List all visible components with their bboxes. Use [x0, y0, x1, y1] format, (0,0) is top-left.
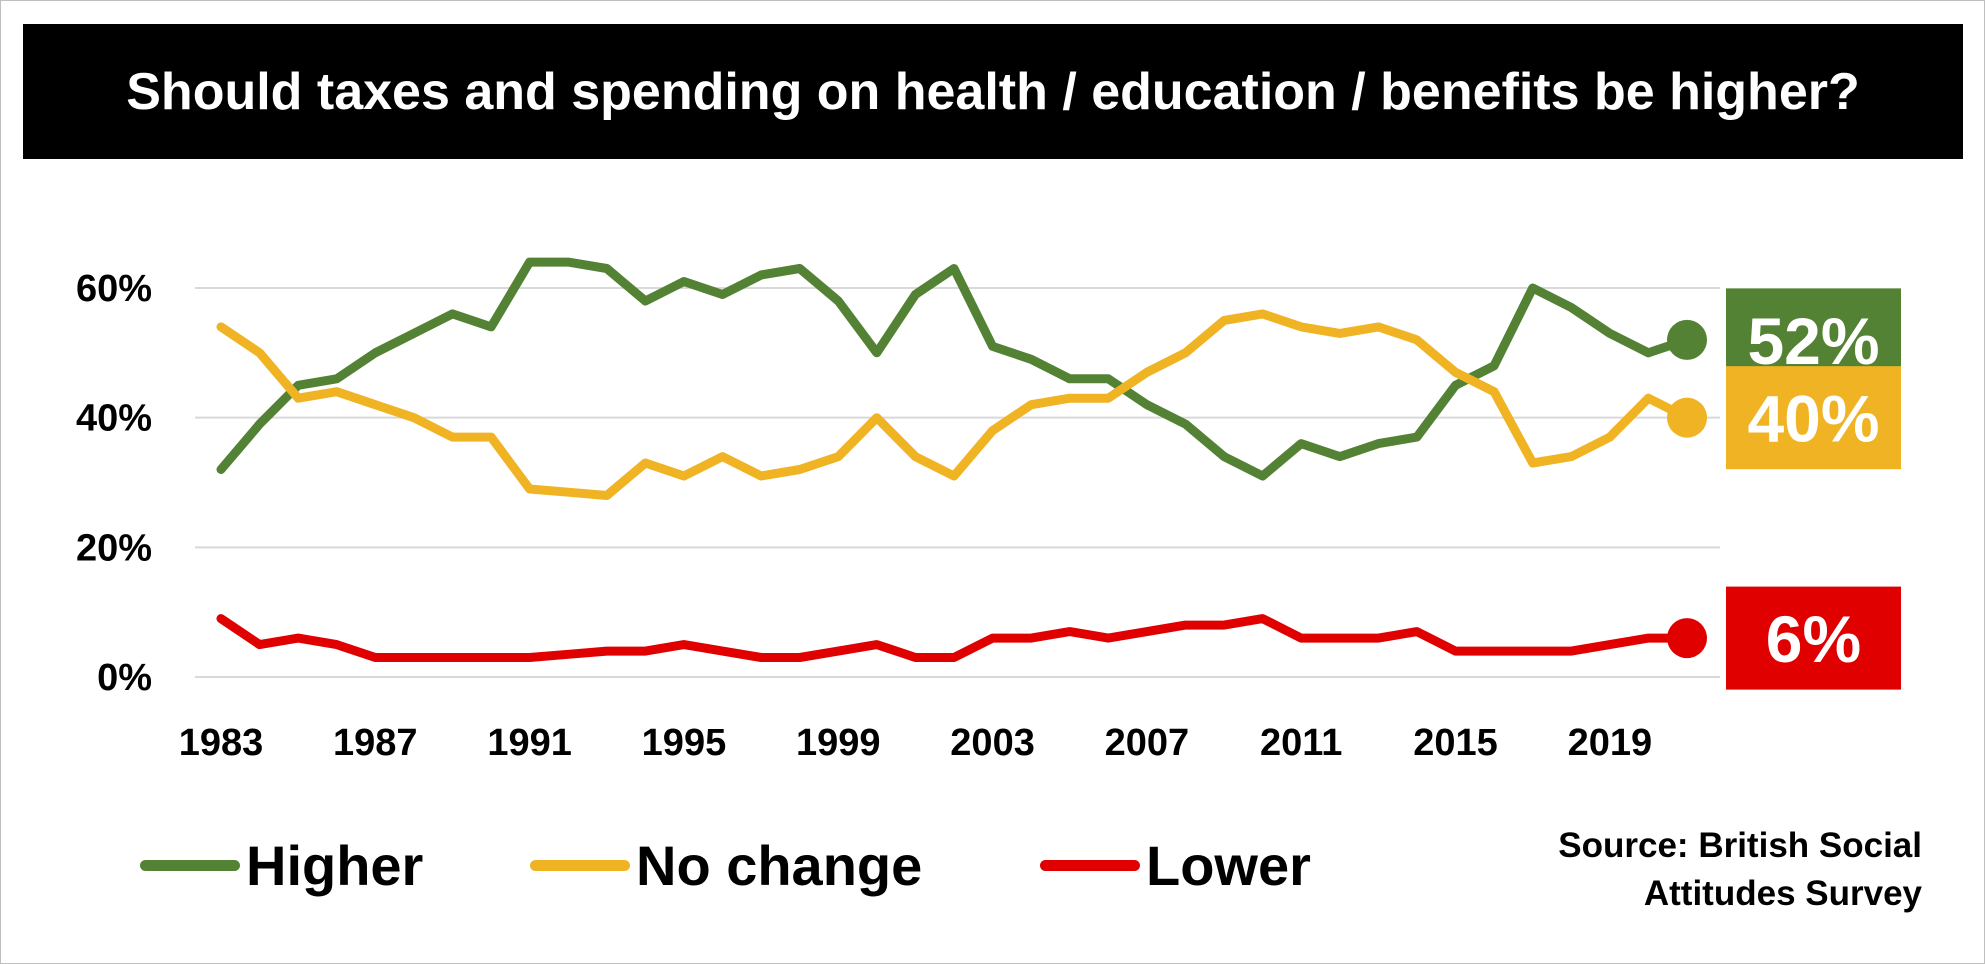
legend-item-higher: Higher	[140, 830, 423, 900]
x-tick-label: 1983	[179, 722, 264, 764]
y-tick-label: 0%	[97, 657, 152, 699]
y-tick-label: 60%	[76, 268, 152, 310]
source-line-1: Source: British Social	[1558, 826, 1922, 865]
legend-label-lower: Lower	[1146, 833, 1311, 897]
x-tick-label: 2007	[1105, 722, 1190, 764]
legend-swatch-no-change	[530, 859, 630, 871]
x-tick-label: 1999	[796, 722, 881, 764]
x-tick-label: 2019	[1568, 722, 1653, 764]
end-label-no-change: 40%	[1747, 382, 1879, 456]
legend-item-lower: Lower	[1040, 830, 1311, 900]
end-point-no-change	[1667, 397, 1707, 438]
chart-title: Should taxes and spending on health / ed…	[126, 62, 1860, 121]
legend-label-no-change: No change	[636, 833, 923, 897]
chart-title-bar: Should taxes and spending on health / ed…	[23, 24, 1963, 159]
x-tick-label: 1991	[487, 722, 572, 764]
y-tick-label: 20%	[76, 527, 152, 569]
legend-swatch-lower	[1040, 859, 1140, 871]
series-line-no-change	[216, 309, 1692, 500]
end-label-higher: 52%	[1747, 304, 1879, 378]
series-line-higher	[216, 257, 1692, 481]
x-tick-label: 1987	[333, 722, 418, 764]
legend-label-higher: Higher	[246, 833, 424, 897]
source-note: Source: British Social Attitudes Survey	[1420, 822, 1922, 918]
x-tick-label: 2015	[1413, 722, 1498, 764]
legend-item-no-change: No change	[530, 830, 922, 900]
y-tick-label: 40%	[76, 398, 152, 440]
end-label-lower: 6%	[1766, 602, 1861, 676]
x-tick-label: 2011	[1260, 722, 1342, 764]
series-line-lower	[216, 614, 1692, 662]
end-label-box-no-change	[1726, 366, 1901, 470]
x-tick-label: 1995	[642, 722, 727, 764]
end-point-lower	[1667, 618, 1707, 659]
source-line-2: Attitudes Survey	[1643, 874, 1922, 913]
legend-swatch-higher	[140, 859, 240, 871]
end-label-box-lower	[1726, 586, 1901, 690]
end-point-higher	[1667, 319, 1707, 360]
x-tick-label: 2003	[950, 722, 1035, 764]
